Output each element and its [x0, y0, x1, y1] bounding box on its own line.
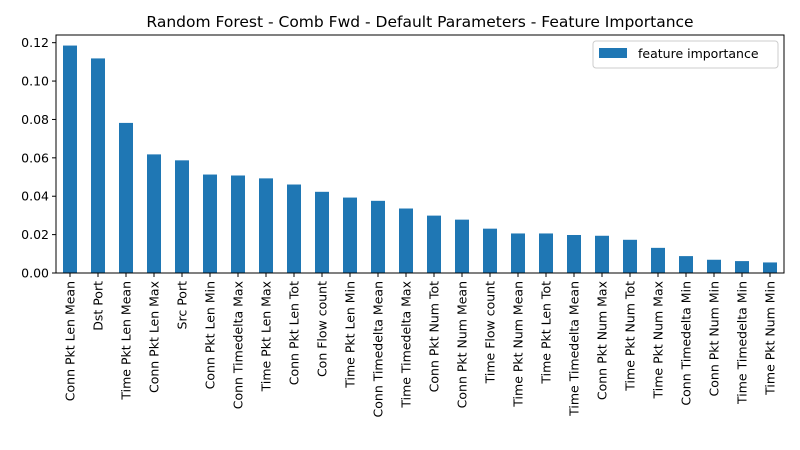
- x-tick-label: Time Pkt Len Tot: [539, 281, 554, 385]
- x-tick-label: Conn Pkt Num Max: [595, 281, 610, 400]
- bar: [63, 45, 77, 273]
- bar: [315, 191, 329, 273]
- bar: [287, 184, 301, 273]
- bar: [455, 219, 469, 273]
- x-tick-label: Time Pkt Num Max: [651, 281, 666, 399]
- x-tick-label: Conn Pkt Num Tot: [427, 281, 442, 392]
- x-tick-label: Conn Timedelta Mean: [371, 281, 386, 417]
- bar: [259, 178, 273, 273]
- bar: [567, 234, 581, 273]
- y-tick-label: 0.04: [21, 189, 49, 204]
- x-tick-label: Conn Pkt Len Mean: [63, 281, 78, 401]
- bar: [679, 256, 693, 273]
- x-tick-label: Time Timedelta Mean: [567, 281, 582, 417]
- x-tick-label: Conn Timedelta Min: [679, 281, 694, 406]
- legend-box: [592, 40, 779, 69]
- bar: [119, 122, 133, 273]
- y-tick-label: 0.02: [21, 227, 49, 242]
- bar: [595, 235, 609, 273]
- y-tick-label: 0.06: [21, 150, 49, 165]
- x-tick-label: Conn Pkt Len Max: [147, 281, 162, 393]
- bar: [623, 239, 637, 273]
- legend-label: feature importance: [638, 46, 759, 61]
- x-tick-label: Con Flow count: [315, 281, 330, 377]
- bar: [651, 247, 665, 273]
- x-tick-label: Conn Pkt Num Min: [707, 281, 722, 396]
- x-tick-label: Time Pkt Len Max: [259, 281, 274, 392]
- bar: [707, 259, 721, 273]
- bar: [511, 233, 525, 273]
- x-tick-label: Src Port: [175, 281, 190, 330]
- x-tick-label: Time Pkt Len Min: [343, 281, 358, 389]
- legend-swatch: [599, 48, 627, 58]
- bar: [343, 197, 357, 273]
- bar: [763, 262, 777, 273]
- bars-group: [63, 45, 777, 273]
- legend: feature importance: [592, 40, 779, 69]
- bar: [203, 174, 217, 273]
- x-tick-label: Conn Pkt Len Min: [203, 281, 218, 389]
- plot-frame: [55, 34, 785, 274]
- y-tick-label: 0.00: [21, 266, 49, 281]
- bar: [539, 233, 553, 273]
- x-tick-label: Conn Pkt Num Mean: [455, 281, 470, 408]
- bar: [427, 215, 441, 273]
- bar: [91, 58, 105, 273]
- bar: [399, 208, 413, 273]
- bar: [175, 160, 189, 273]
- x-tick-label: Time Timedelta Min: [735, 281, 750, 405]
- x-tick-label: Dst Port: [91, 281, 106, 331]
- x-tick-label: Time Pkt Num Mean: [511, 281, 526, 408]
- y-tick-label: 0.12: [21, 35, 49, 50]
- x-tick-label: Conn Pkt Len Tot: [287, 281, 302, 385]
- bar: [483, 228, 497, 273]
- bar: [371, 200, 385, 273]
- x-tick-label: Time Pkt Num Tot: [623, 281, 638, 392]
- x-tick-label: Time Timedelta Max: [399, 281, 414, 409]
- chart-title: Random Forest - Comb Fwd - Default Param…: [146, 13, 693, 31]
- x-axis: Conn Pkt Len Mean Dst Port Time Pkt Len Me…: [63, 273, 778, 417]
- x-tick-label: Conn Timedelta Max: [231, 281, 246, 409]
- bar: [735, 261, 749, 273]
- bar: [231, 175, 245, 273]
- x-tick-label: Time Flow count: [483, 281, 498, 384]
- y-axis: 0.00 0.02 0.04 0.06 0.08 0.10 0.12: [21, 35, 56, 281]
- x-tick-label: Time Pkt Num Min: [763, 281, 778, 396]
- y-tick-label: 0.10: [21, 74, 49, 89]
- bar: [147, 154, 161, 273]
- x-tick-label: Time Pkt Len Mean: [119, 281, 134, 401]
- y-tick-label: 0.08: [21, 112, 49, 127]
